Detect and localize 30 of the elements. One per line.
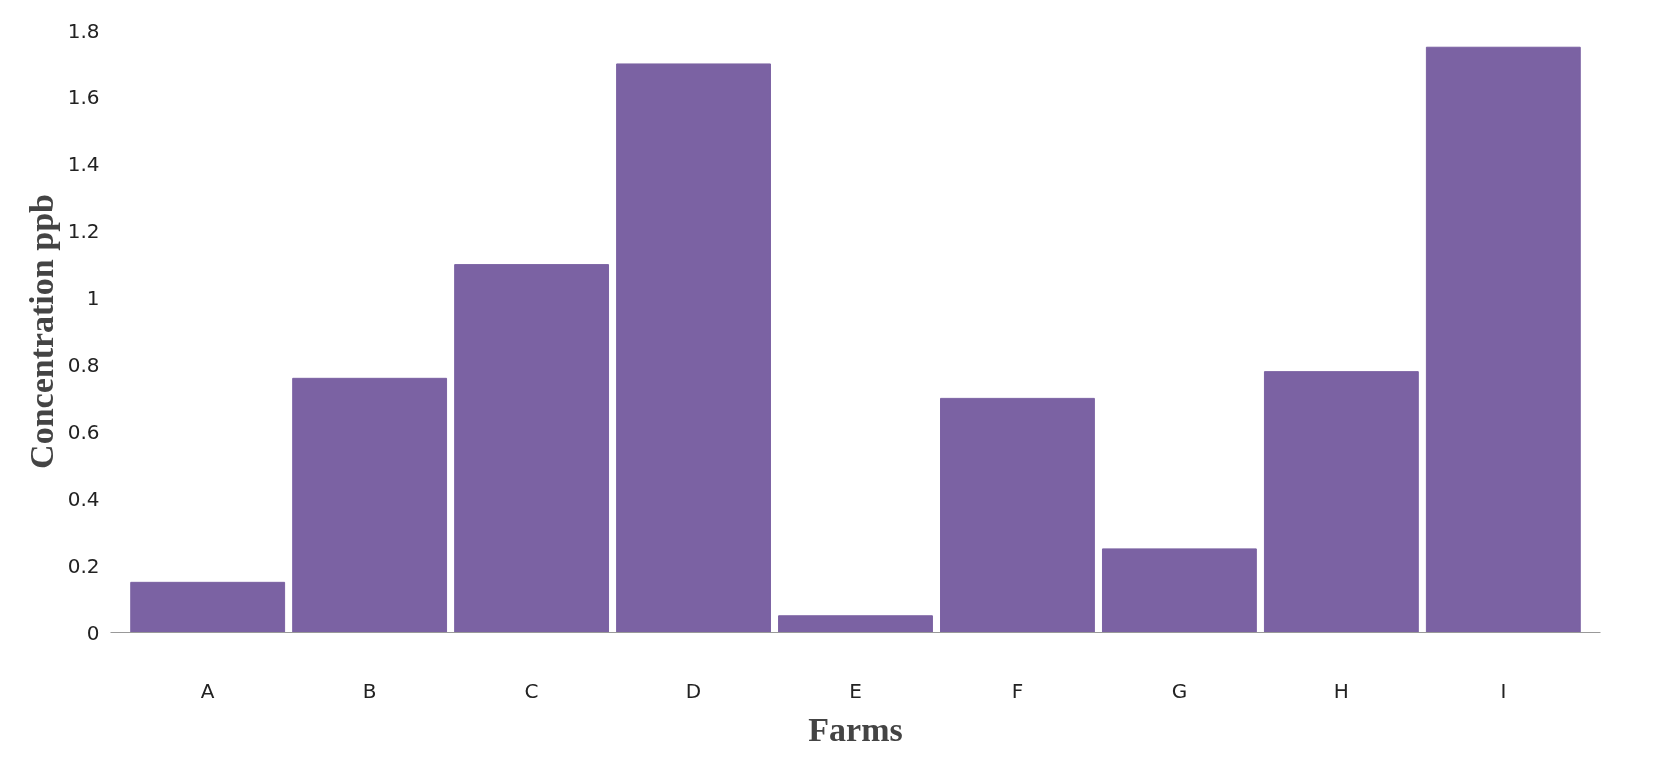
bar	[1425, 46, 1581, 633]
y-tick-label: 0.2	[67, 553, 100, 578]
y-tick-label: 1	[86, 286, 100, 311]
x-tick-label: G	[1171, 678, 1188, 703]
x-tick-label: I	[1500, 678, 1507, 703]
bar	[1101, 548, 1257, 633]
x-tick-label: D	[685, 678, 702, 703]
bar	[940, 397, 1095, 633]
y-axis-title: Concentration ppb	[22, 194, 60, 469]
x-tick-label: H	[1333, 678, 1349, 703]
y-tick-label: 0.8	[67, 352, 100, 377]
x-axis-title: Farms	[808, 710, 903, 748]
bar	[778, 615, 933, 633]
bar	[130, 581, 286, 633]
y-tick-label: 0.4	[67, 486, 100, 511]
y-tick-label: 0.6	[67, 419, 100, 444]
x-tick-label: B	[362, 678, 377, 703]
bar	[1263, 371, 1419, 633]
y-tick-label: 0	[86, 620, 100, 645]
bar	[292, 377, 448, 633]
bar	[454, 264, 610, 633]
y-tick-label: 1.8	[67, 18, 100, 43]
bar	[616, 63, 771, 633]
y-tick-label: 1.4	[67, 152, 100, 177]
x-tick-label: F	[1011, 678, 1024, 703]
x-tick-label: C	[524, 678, 539, 703]
y-tick-label: 1.2	[67, 219, 100, 244]
y-tick-label: 1.6	[67, 85, 100, 110]
x-tick-label: E	[849, 678, 862, 703]
x-tick-label: A	[200, 678, 215, 703]
